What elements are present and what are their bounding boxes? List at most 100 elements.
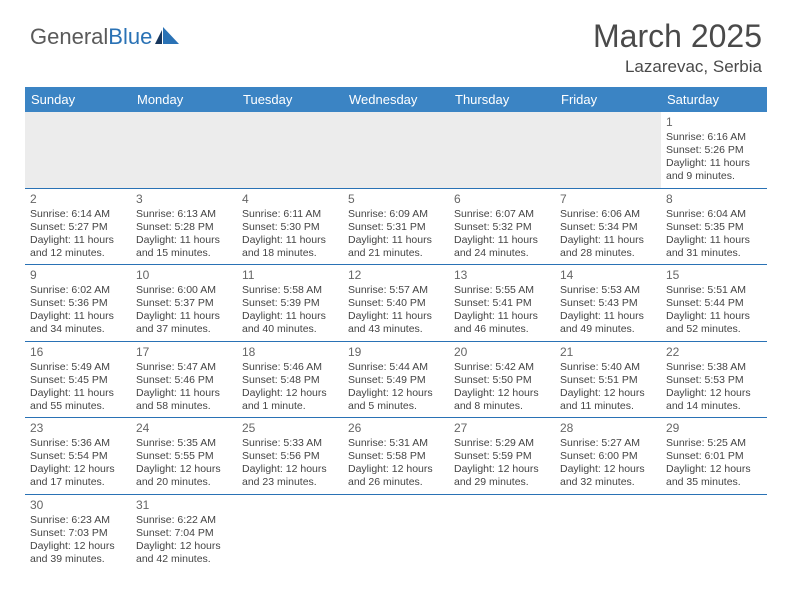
calendar-cell: 27Sunrise: 5:29 AMSunset: 5:59 PMDayligh… — [449, 418, 555, 495]
sunset-text: Sunset: 5:44 PM — [666, 297, 762, 310]
sunrise-text: Sunrise: 6:14 AM — [30, 208, 126, 221]
daylight-text: Daylight: 12 hours and 35 minutes. — [666, 463, 762, 489]
daylight-text: Daylight: 12 hours and 1 minute. — [242, 387, 338, 413]
day-number: 29 — [666, 421, 762, 436]
calendar-cell: 17Sunrise: 5:47 AMSunset: 5:46 PMDayligh… — [131, 341, 237, 418]
calendar-cell — [449, 112, 555, 188]
sunrise-text: Sunrise: 6:23 AM — [30, 514, 126, 527]
sunset-text: Sunset: 5:37 PM — [136, 297, 232, 310]
calendar-cell — [131, 112, 237, 188]
calendar-cell: 1Sunrise: 6:16 AMSunset: 5:26 PMDaylight… — [661, 112, 767, 188]
sunrise-text: Sunrise: 5:33 AM — [242, 437, 338, 450]
logo-flag-icon — [155, 27, 181, 45]
sunrise-text: Sunrise: 5:53 AM — [560, 284, 656, 297]
sunrise-text: Sunrise: 5:44 AM — [348, 361, 444, 374]
daylight-text: Daylight: 11 hours and 43 minutes. — [348, 310, 444, 336]
daylight-text: Daylight: 12 hours and 14 minutes. — [666, 387, 762, 413]
sunset-text: Sunset: 5:53 PM — [666, 374, 762, 387]
day-number: 20 — [454, 345, 550, 360]
sunrise-text: Sunrise: 5:31 AM — [348, 437, 444, 450]
day-number: 28 — [560, 421, 656, 436]
sunrise-text: Sunrise: 6:09 AM — [348, 208, 444, 221]
calendar-cell: 16Sunrise: 5:49 AMSunset: 5:45 PMDayligh… — [25, 341, 131, 418]
calendar-cell: 2Sunrise: 6:14 AMSunset: 5:27 PMDaylight… — [25, 188, 131, 265]
calendar-cell: 9Sunrise: 6:02 AMSunset: 5:36 PMDaylight… — [25, 265, 131, 342]
calendar-cell — [555, 494, 661, 570]
day-number: 8 — [666, 192, 762, 207]
day-number: 6 — [454, 192, 550, 207]
calendar-cell: 24Sunrise: 5:35 AMSunset: 5:55 PMDayligh… — [131, 418, 237, 495]
sunset-text: Sunset: 5:41 PM — [454, 297, 550, 310]
sunrise-text: Sunrise: 5:57 AM — [348, 284, 444, 297]
calendar-cell: 11Sunrise: 5:58 AMSunset: 5:39 PMDayligh… — [237, 265, 343, 342]
calendar-cell: 22Sunrise: 5:38 AMSunset: 5:53 PMDayligh… — [661, 341, 767, 418]
sunset-text: Sunset: 5:50 PM — [454, 374, 550, 387]
daylight-text: Daylight: 12 hours and 26 minutes. — [348, 463, 444, 489]
day-number: 19 — [348, 345, 444, 360]
daylight-text: Daylight: 12 hours and 8 minutes. — [454, 387, 550, 413]
sunrise-text: Sunrise: 5:47 AM — [136, 361, 232, 374]
calendar-cell — [25, 112, 131, 188]
sunset-text: Sunset: 5:54 PM — [30, 450, 126, 463]
sunrise-text: Sunrise: 6:13 AM — [136, 208, 232, 221]
sunset-text: Sunset: 5:26 PM — [666, 144, 762, 157]
sunset-text: Sunset: 5:28 PM — [136, 221, 232, 234]
sunrise-text: Sunrise: 6:02 AM — [30, 284, 126, 297]
daylight-text: Daylight: 11 hours and 52 minutes. — [666, 310, 762, 336]
sunrise-text: Sunrise: 5:58 AM — [242, 284, 338, 297]
daylight-text: Daylight: 11 hours and 24 minutes. — [454, 234, 550, 260]
calendar-cell: 8Sunrise: 6:04 AMSunset: 5:35 PMDaylight… — [661, 188, 767, 265]
sunset-text: Sunset: 5:27 PM — [30, 221, 126, 234]
sunset-text: Sunset: 5:49 PM — [348, 374, 444, 387]
sunset-text: Sunset: 7:03 PM — [30, 527, 126, 540]
day-number: 12 — [348, 268, 444, 283]
day-number: 2 — [30, 192, 126, 207]
sunset-text: Sunset: 7:04 PM — [136, 527, 232, 540]
calendar-cell: 29Sunrise: 5:25 AMSunset: 6:01 PMDayligh… — [661, 418, 767, 495]
sunrise-text: Sunrise: 6:07 AM — [454, 208, 550, 221]
sunset-text: Sunset: 5:43 PM — [560, 297, 656, 310]
calendar-cell: 10Sunrise: 6:00 AMSunset: 5:37 PMDayligh… — [131, 265, 237, 342]
daylight-text: Daylight: 11 hours and 46 minutes. — [454, 310, 550, 336]
sunrise-text: Sunrise: 5:27 AM — [560, 437, 656, 450]
day-number: 1 — [666, 115, 762, 130]
calendar-cell — [237, 112, 343, 188]
daylight-text: Daylight: 11 hours and 9 minutes. — [666, 157, 762, 183]
calendar-cell: 13Sunrise: 5:55 AMSunset: 5:41 PMDayligh… — [449, 265, 555, 342]
sunrise-text: Sunrise: 6:16 AM — [666, 131, 762, 144]
calendar-cell: 25Sunrise: 5:33 AMSunset: 5:56 PMDayligh… — [237, 418, 343, 495]
calendar-cell: 21Sunrise: 5:40 AMSunset: 5:51 PMDayligh… — [555, 341, 661, 418]
daylight-text: Daylight: 11 hours and 15 minutes. — [136, 234, 232, 260]
logo-text-1: General — [30, 24, 108, 50]
daylight-text: Daylight: 12 hours and 39 minutes. — [30, 540, 126, 566]
calendar-cell: 7Sunrise: 6:06 AMSunset: 5:34 PMDaylight… — [555, 188, 661, 265]
daylight-text: Daylight: 11 hours and 55 minutes. — [30, 387, 126, 413]
calendar-cell: 14Sunrise: 5:53 AMSunset: 5:43 PMDayligh… — [555, 265, 661, 342]
daylight-text: Daylight: 11 hours and 21 minutes. — [348, 234, 444, 260]
calendar-cell: 26Sunrise: 5:31 AMSunset: 5:58 PMDayligh… — [343, 418, 449, 495]
calendar-cell: 6Sunrise: 6:07 AMSunset: 5:32 PMDaylight… — [449, 188, 555, 265]
sunrise-text: Sunrise: 5:25 AM — [666, 437, 762, 450]
sunrise-text: Sunrise: 6:00 AM — [136, 284, 232, 297]
calendar-table: SundayMondayTuesdayWednesdayThursdayFrid… — [25, 87, 767, 570]
day-number: 9 — [30, 268, 126, 283]
daylight-text: Daylight: 11 hours and 58 minutes. — [136, 387, 232, 413]
daylight-text: Daylight: 12 hours and 29 minutes. — [454, 463, 550, 489]
day-header: Friday — [555, 87, 661, 112]
sunset-text: Sunset: 5:59 PM — [454, 450, 550, 463]
sunrise-text: Sunrise: 5:36 AM — [30, 437, 126, 450]
calendar-cell: 18Sunrise: 5:46 AMSunset: 5:48 PMDayligh… — [237, 341, 343, 418]
sunrise-text: Sunrise: 6:04 AM — [666, 208, 762, 221]
calendar-cell — [449, 494, 555, 570]
sunrise-text: Sunrise: 5:49 AM — [30, 361, 126, 374]
calendar-cell — [343, 112, 449, 188]
calendar-cell: 23Sunrise: 5:36 AMSunset: 5:54 PMDayligh… — [25, 418, 131, 495]
sunset-text: Sunset: 6:01 PM — [666, 450, 762, 463]
daylight-text: Daylight: 11 hours and 28 minutes. — [560, 234, 656, 260]
sunset-text: Sunset: 5:45 PM — [30, 374, 126, 387]
daylight-text: Daylight: 12 hours and 23 minutes. — [242, 463, 338, 489]
calendar-cell: 12Sunrise: 5:57 AMSunset: 5:40 PMDayligh… — [343, 265, 449, 342]
day-number: 23 — [30, 421, 126, 436]
day-number: 21 — [560, 345, 656, 360]
daylight-text: Daylight: 12 hours and 11 minutes. — [560, 387, 656, 413]
